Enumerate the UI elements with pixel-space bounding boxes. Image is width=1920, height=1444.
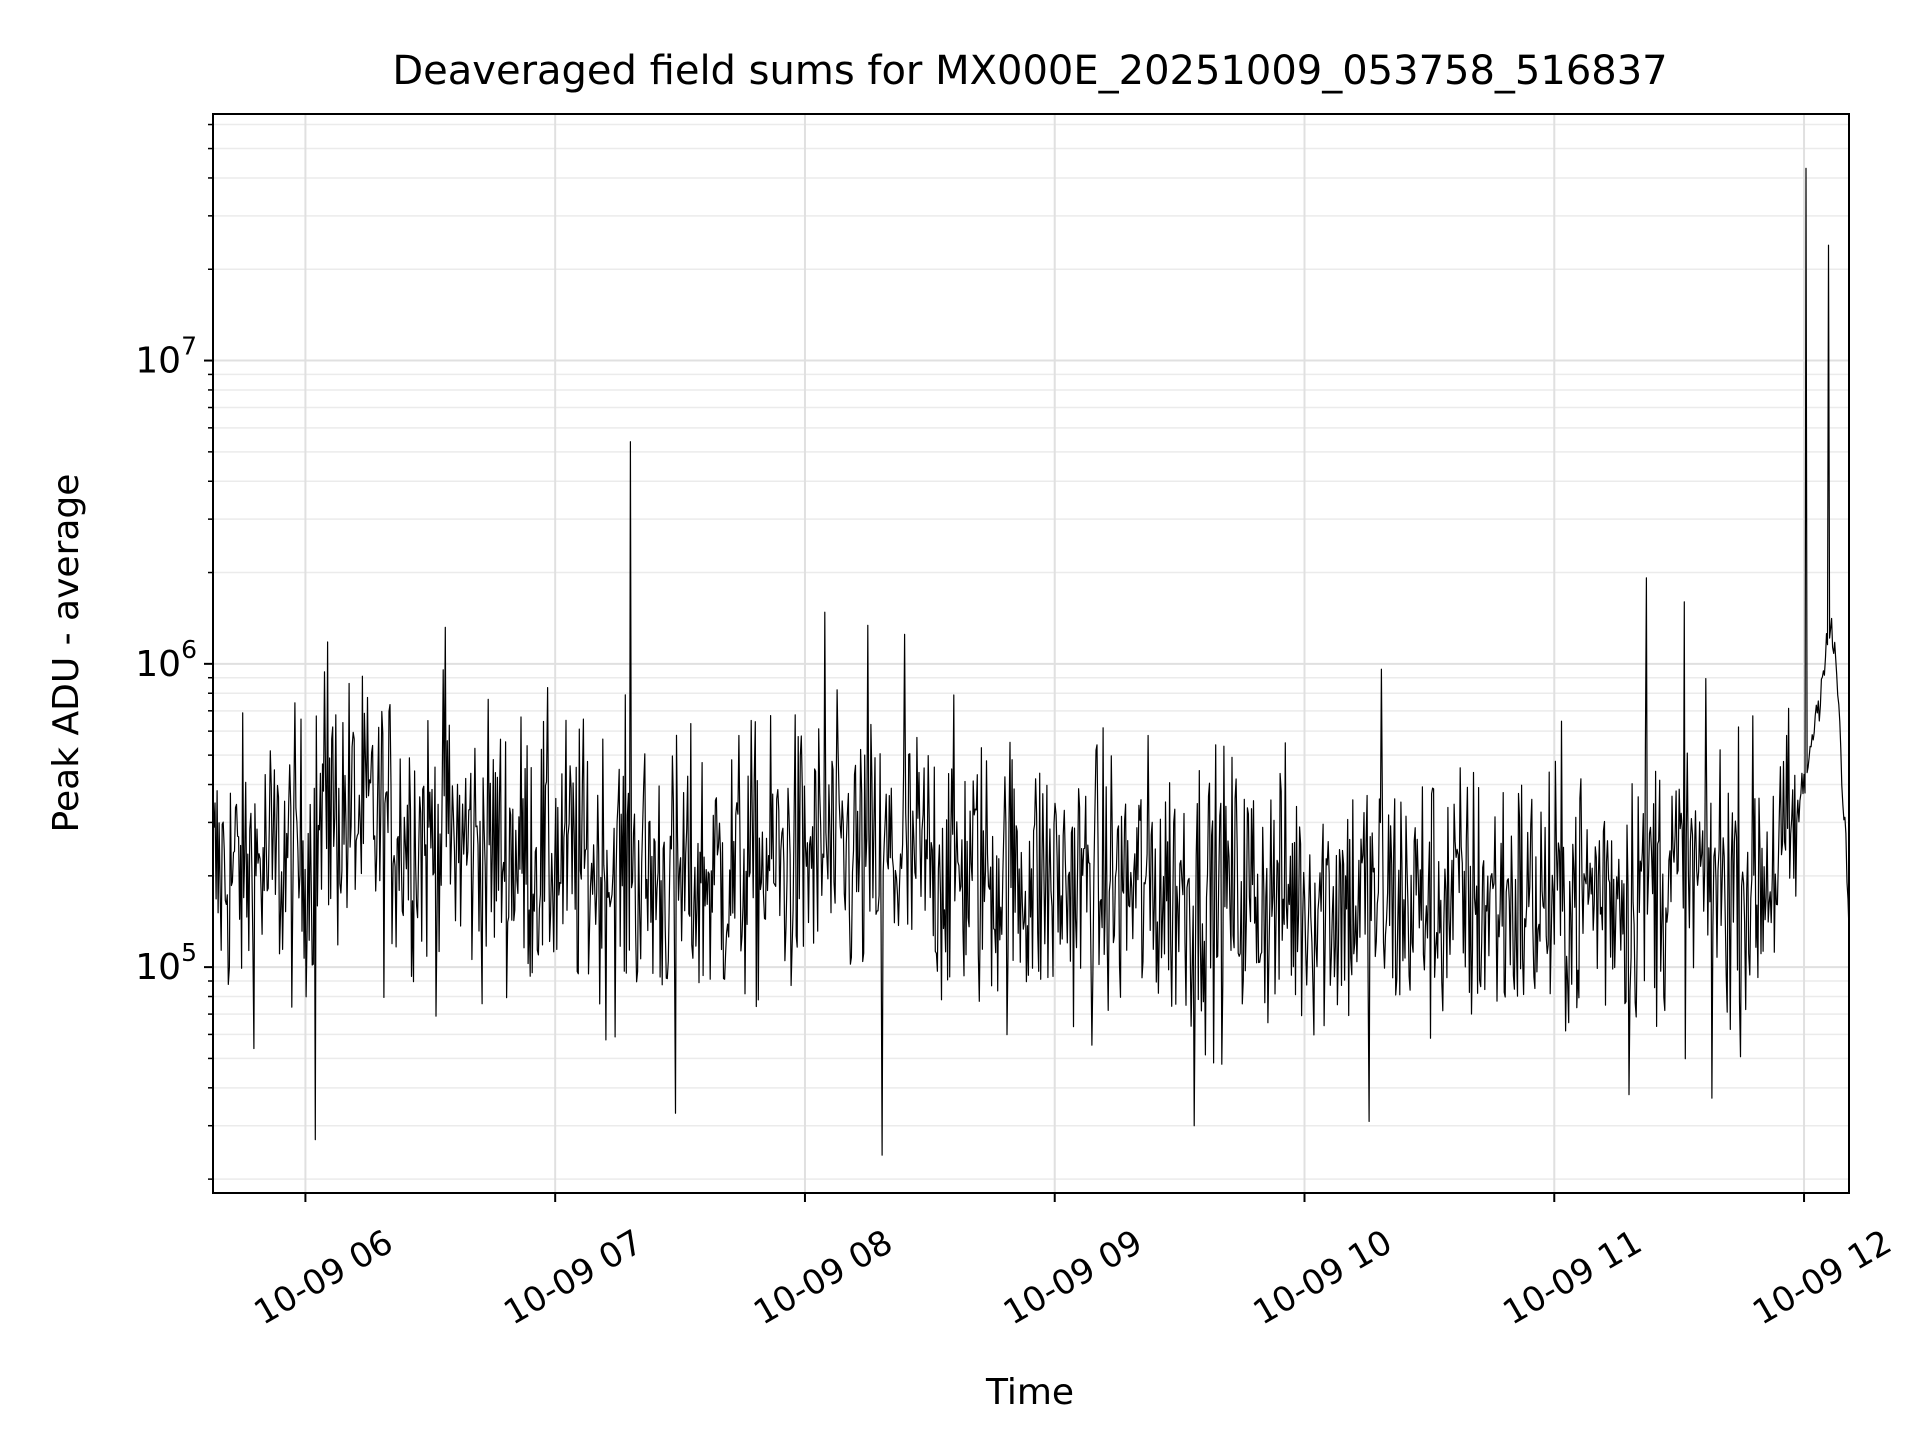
- y-tick-label: 107: [135, 332, 197, 382]
- y-tick-base: 10: [135, 341, 181, 382]
- y-axis-label: Peak ADU - average: [46, 474, 87, 833]
- x-axis-label: Time: [985, 1372, 1074, 1413]
- y-tick-exponent: 7: [181, 332, 197, 361]
- y-tick-base: 10: [135, 947, 181, 988]
- y-tick-base: 10: [135, 644, 181, 685]
- y-tick-exponent: 6: [181, 635, 197, 664]
- y-tick-label: 106: [135, 635, 197, 685]
- series-line: [212, 167, 1850, 1156]
- series-layer: [212, 167, 1850, 1156]
- chart-title: Deaveraged field sums for MX000E_2025100…: [392, 48, 1667, 94]
- plot-frame: [212, 113, 1850, 1194]
- y-tick-exponent: 5: [181, 938, 197, 967]
- y-tick-label: 105: [135, 938, 197, 988]
